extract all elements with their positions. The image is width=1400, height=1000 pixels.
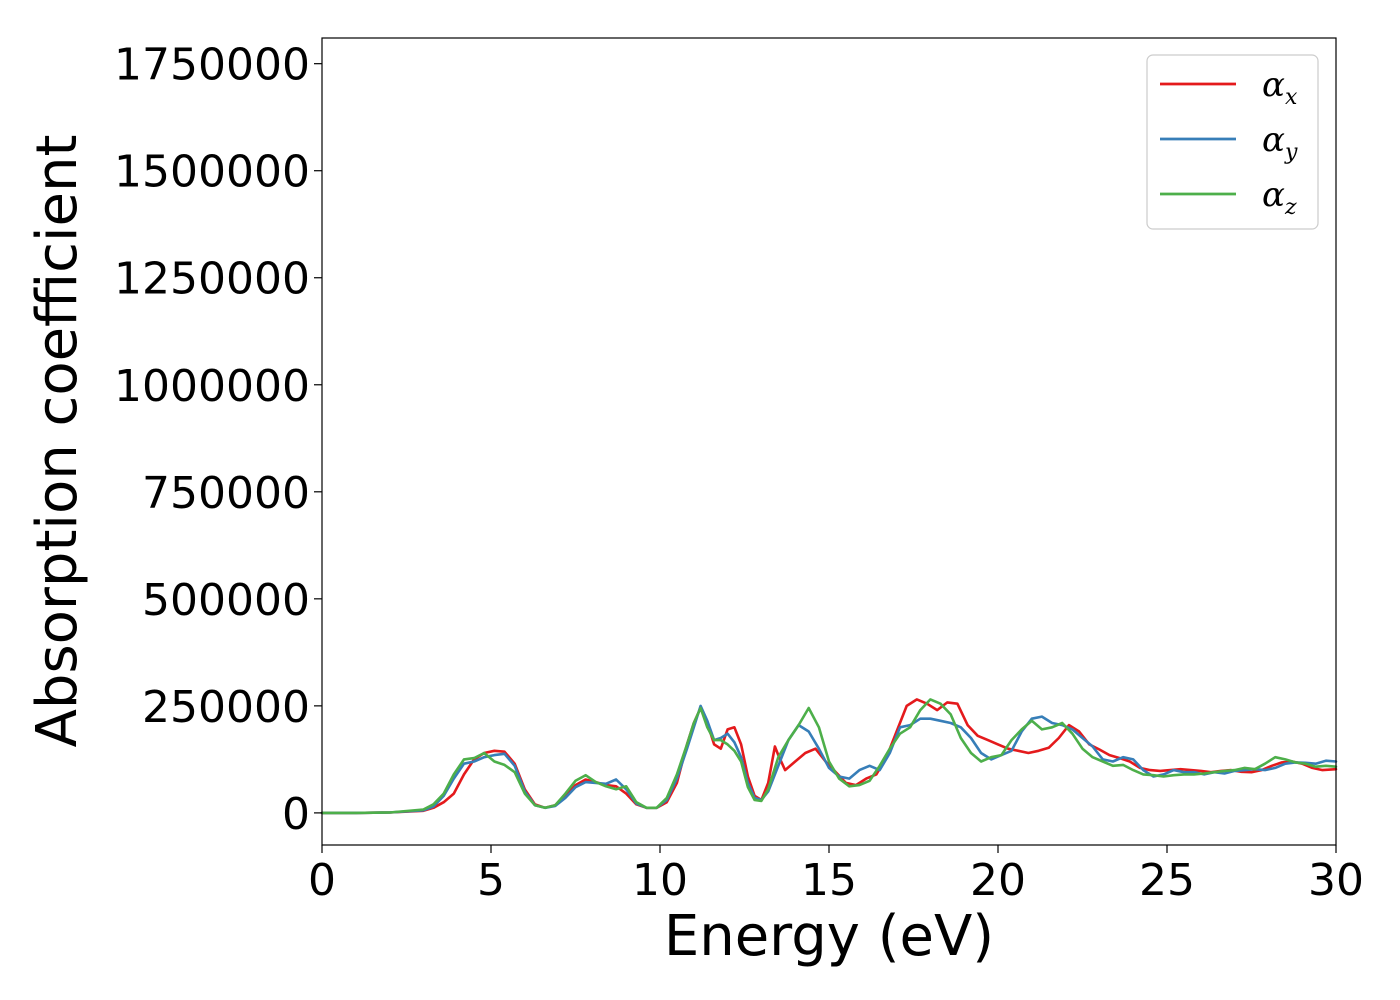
y-tick-label: 0 (282, 789, 310, 840)
x-tick-label: 20 (970, 855, 1026, 906)
y-tick-label: 1000000 (114, 361, 310, 412)
y-tick-label: 750000 (142, 468, 310, 519)
legend-label-z: αz (1262, 175, 1297, 220)
x-tick-label: 0 (308, 855, 336, 906)
legend: αx αy αz (1146, 54, 1319, 230)
y-tick-label: 1500000 (114, 147, 310, 198)
y-tick-label: 1250000 (114, 254, 310, 305)
x-axis: 0 5 10 15 20 25 30 (308, 845, 1364, 906)
legend-box (1146, 54, 1319, 230)
y-axis: 0 250000 500000 750000 1000000 1250000 1500000… (114, 40, 322, 840)
legend-label-y: αy (1262, 120, 1298, 165)
y-axis-label: Absorption coefficient (25, 135, 90, 748)
x-tick-label: 25 (1139, 855, 1195, 906)
y-tick-label: 250000 (142, 682, 310, 733)
series-line-z (320, 698, 1338, 815)
x-tick-label: 30 (1308, 855, 1364, 906)
x-tick-label: 15 (801, 855, 857, 906)
series-layer (320, 698, 1338, 815)
legend-label-x: αx (1262, 65, 1298, 110)
y-tick-label: 500000 (142, 575, 310, 626)
y-tick-label: 1750000 (114, 40, 310, 91)
x-axis-label: Energy (eV) (664, 904, 994, 969)
x-tick-label: 5 (477, 855, 505, 906)
x-tick-label: 10 (632, 855, 688, 906)
